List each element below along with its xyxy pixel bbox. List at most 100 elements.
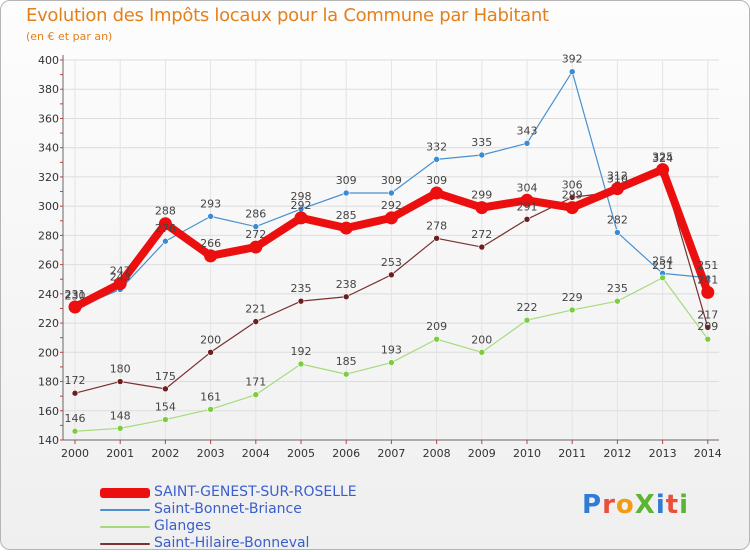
data-point <box>158 217 172 231</box>
logo-letter: i <box>679 490 690 520</box>
data-label: 278 <box>426 219 447 232</box>
data-point <box>297 297 305 305</box>
data-label: 171 <box>245 376 266 389</box>
data-point <box>297 360 305 368</box>
data-label: 299 <box>471 189 492 202</box>
data-label: 293 <box>200 197 221 210</box>
data-label: 392 <box>562 53 583 66</box>
data-label: 276 <box>155 222 176 235</box>
data-label: 235 <box>607 282 628 295</box>
data-point <box>388 271 395 279</box>
x-tick-label: 2006 <box>332 447 360 460</box>
data-label: 229 <box>562 291 583 304</box>
data-label: 291 <box>517 200 538 213</box>
y-tick-label: 240 <box>38 288 59 301</box>
logo-letter: t <box>665 490 680 520</box>
logo-letter: r <box>602 490 616 520</box>
data-point <box>162 385 169 393</box>
data-label: 292 <box>381 199 402 212</box>
data-label: 247 <box>110 265 131 278</box>
x-tick-label: 2000 <box>61 447 89 460</box>
data-point <box>249 240 263 254</box>
legend-label: Saint-Hilaire-Bonneval <box>154 535 310 551</box>
logo-letter: X <box>634 490 656 520</box>
data-label: 272 <box>471 228 492 241</box>
x-tick-label: 2003 <box>197 447 225 460</box>
legend-swatch <box>100 542 150 545</box>
data-label: 282 <box>607 213 628 226</box>
data-point <box>207 213 214 220</box>
x-tick-label: 2002 <box>151 447 179 460</box>
data-label: 231 <box>65 288 86 301</box>
data-point <box>704 335 712 343</box>
data-label: 217 <box>697 308 718 321</box>
data-label: 146 <box>65 412 86 425</box>
x-tick-label: 2013 <box>649 447 677 460</box>
data-label: 343 <box>517 124 538 137</box>
data-point <box>478 151 486 159</box>
proxiti-logo: ProXiti <box>582 490 689 520</box>
x-tick-label: 2008 <box>423 447 451 460</box>
data-label: 243 <box>110 270 131 283</box>
data-point <box>568 306 576 314</box>
data-point <box>339 221 353 235</box>
y-tick-label: 320 <box>38 171 59 184</box>
legend-swatch <box>100 508 150 511</box>
y-tick-label: 220 <box>38 317 59 330</box>
data-point <box>162 416 169 423</box>
logo-letter: P <box>582 490 603 520</box>
data-label: 253 <box>381 256 402 269</box>
y-tick-label: 140 <box>38 434 59 447</box>
legend-label: Glanges <box>154 518 211 534</box>
data-point <box>116 425 124 432</box>
data-point <box>116 378 124 385</box>
data-label: 298 <box>291 190 312 203</box>
chart-title: Evolution des Impôts locaux pour la Comm… <box>26 5 549 26</box>
data-point <box>659 274 666 282</box>
data-point <box>207 349 214 356</box>
y-tick-label: 400 <box>38 54 59 67</box>
data-label: 309 <box>426 174 447 187</box>
data-point <box>568 68 576 75</box>
data-point <box>704 324 712 331</box>
x-tick-label: 2012 <box>603 447 631 460</box>
data-label: 309 <box>336 174 357 187</box>
data-point <box>565 201 579 215</box>
data-point <box>433 235 440 242</box>
data-label: 235 <box>291 282 312 295</box>
data-point <box>523 140 531 147</box>
data-label: 148 <box>110 409 131 422</box>
data-label: 272 <box>245 228 266 241</box>
data-label: 209 <box>426 320 447 333</box>
data-label: 185 <box>336 355 357 368</box>
x-tick-label: 2011 <box>558 447 586 460</box>
data-point <box>388 359 395 366</box>
data-point <box>523 216 531 223</box>
legend-swatch <box>100 525 150 528</box>
data-point <box>113 277 127 291</box>
series-glanges <box>71 274 712 435</box>
data-label: 175 <box>155 370 176 383</box>
data-label: 200 <box>471 333 492 346</box>
data-point <box>252 318 260 325</box>
chart-subtitle: (en € et par an) <box>26 30 113 43</box>
y-tick-label: 180 <box>38 376 59 389</box>
data-label: 324 <box>652 152 673 165</box>
data-point <box>430 186 444 200</box>
y-tick-label: 260 <box>38 259 59 272</box>
data-label: 251 <box>697 259 718 272</box>
data-point <box>433 156 440 163</box>
data-point <box>478 243 486 251</box>
data-point <box>342 189 350 197</box>
data-label: 306 <box>562 178 583 191</box>
data-label: 285 <box>336 209 357 222</box>
data-label: 209 <box>697 320 718 333</box>
data-label: 222 <box>517 301 538 314</box>
data-point <box>342 370 350 378</box>
data-label: 180 <box>110 363 131 376</box>
logo-letter: i <box>655 490 666 520</box>
legend-label: SAINT-GENEST-SUR-ROSELLE <box>154 484 357 500</box>
x-tick-label: 2014 <box>694 447 722 460</box>
data-point <box>523 316 531 324</box>
data-label: 292 <box>291 199 312 212</box>
